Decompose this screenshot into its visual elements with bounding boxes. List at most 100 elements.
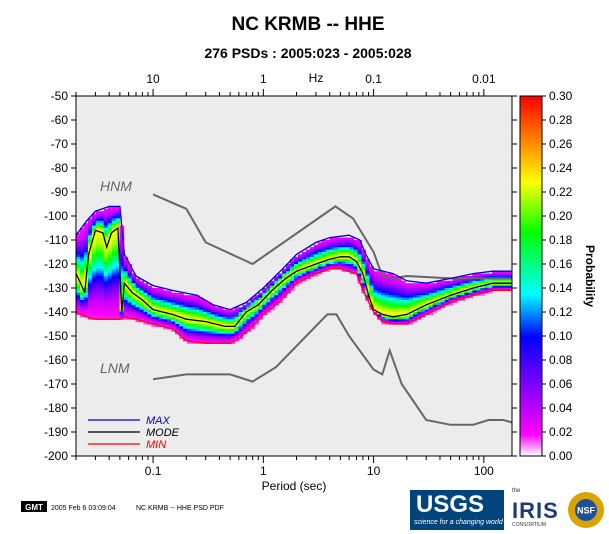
density-cell <box>210 333 216 337</box>
density-cell <box>282 273 287 277</box>
density-cell <box>412 300 418 303</box>
density-cell <box>365 261 370 265</box>
density-cell <box>401 297 406 301</box>
density-cell <box>408 309 414 313</box>
density-cell <box>397 316 402 320</box>
density-cell <box>83 290 89 294</box>
density-cell <box>119 259 125 263</box>
density-cell <box>373 304 378 308</box>
density-cell <box>214 340 220 344</box>
density-cell <box>290 280 295 284</box>
density-cell <box>385 302 390 306</box>
density-cell <box>325 240 331 243</box>
density-cell <box>115 302 121 306</box>
density-cell <box>115 271 121 275</box>
density-cell <box>194 324 200 327</box>
density-cell <box>131 314 137 318</box>
density-cell <box>95 276 101 279</box>
density-cell <box>119 278 125 282</box>
density-cell <box>432 292 438 296</box>
density-cell <box>266 304 271 308</box>
density-cell <box>123 280 129 284</box>
hnm-line <box>152 193 512 280</box>
density-cell <box>119 235 125 239</box>
density-cell <box>488 273 493 277</box>
density-cell <box>99 225 105 229</box>
density-cell <box>95 271 101 275</box>
density-cell <box>448 283 454 287</box>
density-cell <box>80 271 85 275</box>
density-cell <box>135 316 141 320</box>
density-cell <box>424 290 430 294</box>
density-cell <box>436 280 442 284</box>
density-cell <box>357 256 362 260</box>
density-cell <box>377 307 382 311</box>
density-cell <box>151 321 156 325</box>
density-cell <box>210 319 216 323</box>
density-cell <box>270 307 275 311</box>
density-cell <box>274 297 279 301</box>
density-cell <box>274 283 279 287</box>
density-cell <box>206 302 212 306</box>
density-cell <box>444 288 450 291</box>
density-cell <box>99 266 105 270</box>
density-cell <box>87 312 93 315</box>
density-cell <box>381 312 386 315</box>
density-cell <box>234 309 240 313</box>
density-cell <box>91 252 97 255</box>
density-cell <box>270 292 275 296</box>
density-cell <box>298 273 303 277</box>
density-cell <box>171 292 176 296</box>
density-cell <box>266 285 271 289</box>
density-cell <box>155 314 160 318</box>
density-cell <box>143 319 148 323</box>
density-cell <box>476 283 481 287</box>
density-cell <box>393 321 398 325</box>
density-cell <box>107 264 113 267</box>
density-cell <box>266 283 271 287</box>
density-cell <box>123 288 129 291</box>
density-cell <box>313 254 319 258</box>
density-cell <box>87 280 93 284</box>
density-cell <box>91 273 97 277</box>
density-cell <box>183 297 188 301</box>
density-cell <box>119 266 125 270</box>
density-cell <box>91 242 97 246</box>
density-cell <box>87 242 93 246</box>
density-cell <box>222 340 228 344</box>
density-cell <box>103 297 109 301</box>
density-cell <box>76 285 81 289</box>
density-cell <box>99 280 105 284</box>
density-cell <box>80 312 85 315</box>
density-cell <box>408 302 414 306</box>
x-tick-label: 10 <box>367 464 381 478</box>
density-cell <box>190 314 196 318</box>
density-cell <box>329 249 335 253</box>
density-cell <box>440 280 446 284</box>
density-cell <box>131 278 137 282</box>
density-cell <box>274 300 279 303</box>
density-cell <box>183 302 188 306</box>
density-cell <box>127 314 133 318</box>
density-cell <box>349 261 355 265</box>
density-cell <box>357 240 362 243</box>
density-cell <box>103 259 109 263</box>
density-cell <box>115 252 121 255</box>
density-cell <box>230 328 236 332</box>
density-cell <box>190 300 196 303</box>
density-cell <box>202 314 208 318</box>
lnm-label: LNM <box>100 360 130 376</box>
density-cell <box>111 264 117 267</box>
density-cell <box>341 240 347 243</box>
density-cell <box>412 316 418 320</box>
density-cell <box>198 321 204 325</box>
statistic-lines <box>76 205 512 344</box>
density-cell <box>353 271 359 275</box>
density-cell <box>99 259 105 263</box>
density-cell <box>190 336 196 339</box>
density-cell <box>238 326 244 330</box>
density-cell <box>103 211 109 215</box>
density-cell <box>194 316 200 320</box>
density-cell <box>163 300 168 303</box>
density-cell <box>258 314 263 318</box>
